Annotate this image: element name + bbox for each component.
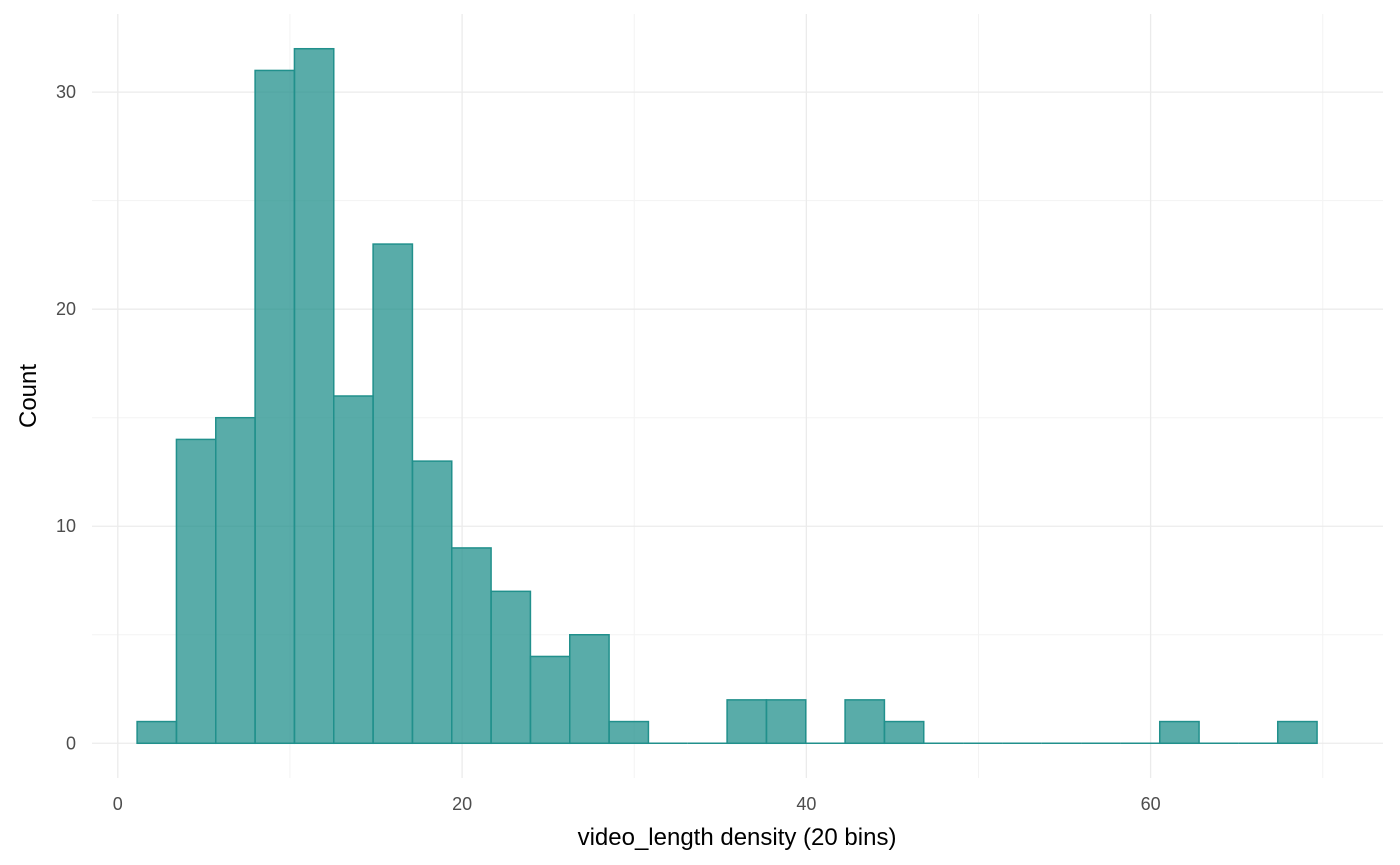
histogram-bar xyxy=(569,634,610,745)
y-axis-tick-labels: 0 10 20 30 xyxy=(56,82,76,753)
y-axis-title: Count xyxy=(15,364,42,428)
histogram-bar xyxy=(451,547,492,745)
histogram-bar xyxy=(333,395,374,745)
x-tick-label: 60 xyxy=(1141,794,1161,814)
x-tick-label: 20 xyxy=(452,794,472,814)
y-tick-label: 30 xyxy=(56,82,76,102)
x-tick-label: 0 xyxy=(113,794,123,814)
histogram-bar xyxy=(490,590,532,745)
histogram-bar xyxy=(293,47,335,745)
histogram-bar xyxy=(1158,720,1200,745)
histogram-bar xyxy=(883,720,925,745)
histogram-bar xyxy=(608,720,650,745)
x-tick-label: 40 xyxy=(796,794,816,814)
y-tick-label: 20 xyxy=(56,299,76,319)
histogram-bar xyxy=(726,699,768,745)
y-tick-label: 10 xyxy=(56,516,76,536)
histogram-bar xyxy=(529,655,571,745)
histogram-bars xyxy=(136,47,1318,745)
histogram-bar xyxy=(215,416,256,745)
histogram-bar xyxy=(254,69,296,745)
histogram-bar xyxy=(765,699,807,745)
histogram-bar xyxy=(1276,720,1318,745)
histogram-bar xyxy=(175,438,217,745)
histogram-bar xyxy=(136,720,178,745)
x-axis-tick-labels: 0 20 40 60 xyxy=(113,794,1161,814)
histogram-bar xyxy=(844,699,886,745)
histogram-bar xyxy=(372,243,414,745)
y-tick-label: 0 xyxy=(66,733,76,753)
x-axis-title: video_length density (20 bins) xyxy=(578,824,897,851)
histogram-bar xyxy=(411,460,453,745)
